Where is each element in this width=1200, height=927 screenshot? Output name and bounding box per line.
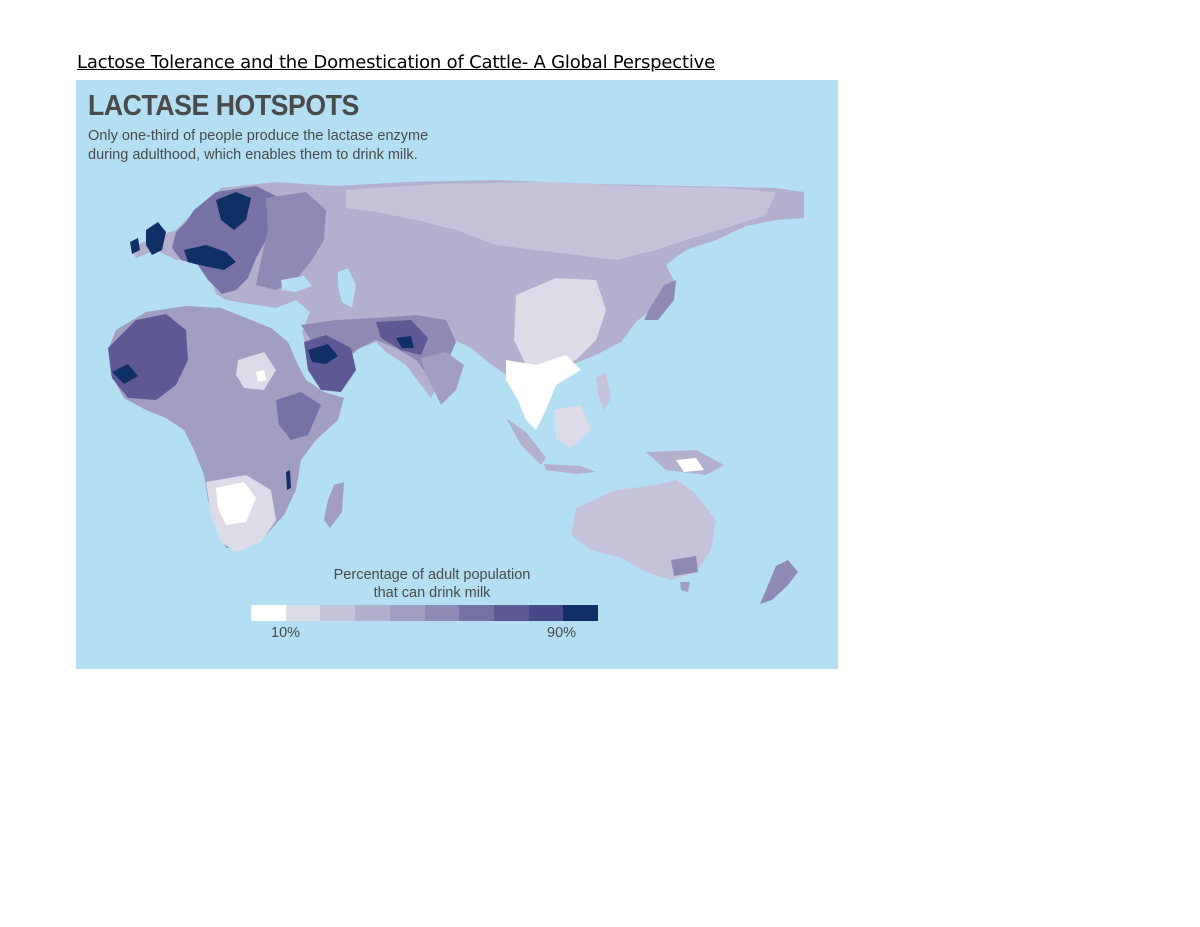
india-region: [421, 352, 464, 405]
japan: [644, 280, 676, 320]
british-isles: [146, 222, 166, 255]
new-zealand: [760, 560, 798, 604]
great-lakes-hotspot: [286, 470, 291, 490]
legend-title-line-1: Percentage of adult population: [333, 567, 531, 583]
legend-swatch-10: [563, 605, 599, 621]
map-subtitle-line-2: during adulthood, which enables them to …: [88, 147, 418, 163]
legend-swatch-5: [389, 605, 425, 621]
australia-southeast: [671, 556, 698, 576]
arabia-hotspot: [308, 344, 338, 364]
west-africa-hotspot: [112, 364, 138, 384]
legend-swatch-4: [355, 605, 390, 621]
ireland: [130, 238, 140, 254]
legend-swatch-3: [320, 605, 356, 621]
china-low-region: [514, 278, 606, 370]
lactase-map-panel: LACTASE HOTSPOTS Only one-third of peopl…: [76, 80, 838, 669]
pakistan-hotspot: [396, 336, 414, 348]
madagascar: [324, 482, 344, 528]
philippines: [596, 372, 611, 410]
sahel-light-region: [236, 352, 276, 390]
australia: [571, 480, 716, 580]
legend-swatch-7: [459, 605, 494, 621]
legend-swatch-9: [528, 605, 564, 621]
java: [544, 464, 596, 474]
scandinavia-hotspot: [216, 192, 251, 230]
legend-title: Percentage of adult population that can …: [252, 566, 612, 602]
black-sea: [281, 276, 312, 292]
legend-swatch-6: [424, 605, 460, 621]
new-guinea-white: [676, 458, 704, 472]
legend-swatch-1: [251, 605, 286, 621]
map-subtitle: Only one-third of people produce the lac…: [88, 127, 428, 165]
east-africa-region: [276, 392, 321, 440]
map-svg: [108, 180, 804, 604]
legend-min-label: 10%: [271, 625, 301, 641]
borneo: [554, 405, 591, 448]
legend-color-scale: [251, 605, 599, 621]
tasmania: [680, 582, 690, 592]
southeast-asia-low-region: [506, 355, 581, 430]
europe-mid-region: [256, 192, 326, 290]
map-subtitle-line-1: Only one-third of people produce the lac…: [88, 128, 429, 144]
document-title: Lactose Tolerance and the Domestication …: [77, 52, 715, 73]
legend-swatch-2: [285, 605, 321, 621]
southern-africa-white-region: [216, 482, 256, 525]
caspian-sea: [338, 268, 356, 308]
legend-max-label: 90%: [547, 625, 577, 641]
map-title: LACTASE HOTSPOTS: [88, 90, 359, 122]
northern-europe-hotspot: [184, 245, 236, 270]
europe-region: [172, 186, 276, 294]
sahel-white-spot: [256, 370, 266, 382]
legend-title-line-2: that can drink milk: [373, 585, 491, 601]
legend-swatch-8: [493, 605, 529, 621]
sumatra: [506, 418, 546, 465]
siberia-region: [346, 182, 776, 260]
